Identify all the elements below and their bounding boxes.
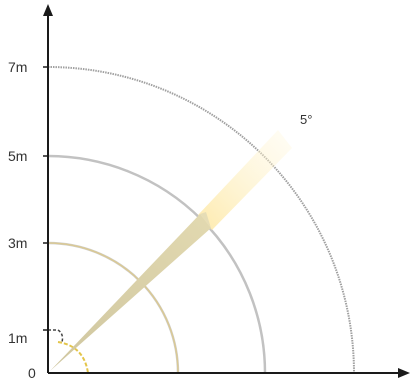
one-meter-marker (48, 329, 64, 343)
y-label-5m: 5m (8, 148, 27, 164)
y-label-origin: 0 (28, 365, 36, 381)
beam-cone (50, 214, 211, 371)
y-axis-arrow-icon (43, 4, 53, 16)
beam-tip (200, 212, 211, 228)
x-axis-arrow-icon (398, 368, 410, 378)
y-label-1m: 1m (8, 330, 27, 346)
y-label-3m: 3m (8, 235, 27, 251)
y-label-7m: 7m (8, 59, 27, 75)
beam-glow (198, 130, 292, 230)
arc-small-yellow (57, 341, 89, 374)
beam-angle-label: 5° (300, 112, 312, 127)
